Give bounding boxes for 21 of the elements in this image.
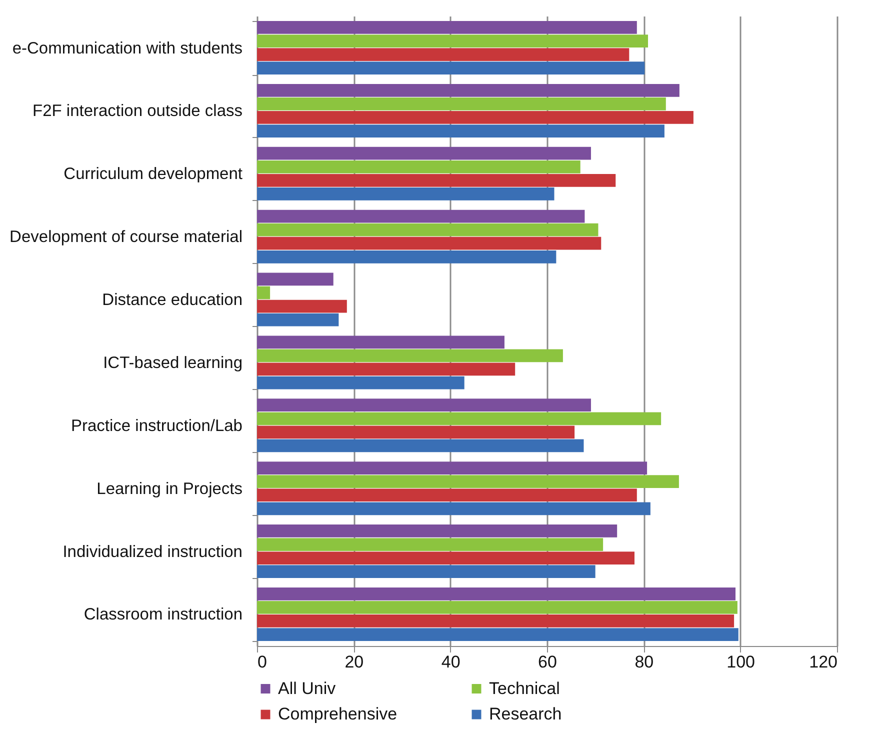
y-tick-label: Practice instruction/Lab bbox=[70, 416, 242, 435]
x-tick-label: 100 bbox=[726, 652, 756, 672]
x-tick-label: 80 bbox=[634, 652, 654, 672]
y-tick-label: Development of course material bbox=[10, 228, 242, 246]
x-tick-label: 40 bbox=[441, 652, 460, 672]
y-tick-label: F2F interaction outside class bbox=[32, 102, 242, 120]
legend-label: All Univ bbox=[278, 678, 336, 698]
legend-label: Comprehensive bbox=[278, 704, 398, 724]
x-tick-label: 0 bbox=[258, 652, 267, 672]
y-tick-label: Learning in Projects bbox=[96, 480, 242, 498]
y-tick-label: Individualized instruction bbox=[62, 542, 242, 561]
y-tick-label: Distance education bbox=[102, 291, 242, 310]
y-tick-label: Curriculum development bbox=[64, 165, 243, 184]
x-tick-label: 60 bbox=[538, 652, 557, 672]
legend-label: Research bbox=[489, 704, 562, 724]
x-tick-label: 120 bbox=[809, 652, 838, 672]
x-tick-label: 20 bbox=[344, 652, 364, 672]
y-tick-label: ICT-based learning bbox=[103, 354, 242, 372]
legend-label: Technical bbox=[489, 678, 560, 698]
y-tick-label: Classroom instruction bbox=[84, 606, 242, 624]
y-tick-label: e-Communication with students bbox=[12, 39, 242, 58]
